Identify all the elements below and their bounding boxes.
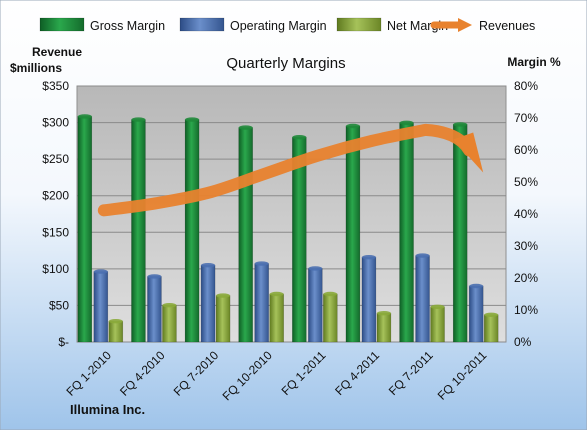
left-tick-label: $300 <box>42 116 69 130</box>
gross-margin-bar <box>77 116 93 343</box>
operating-margin-bar-cap <box>254 261 269 266</box>
gross-margin-bar <box>452 124 468 343</box>
operating-margin-bar <box>93 271 109 343</box>
revenues-legend-arrowhead <box>458 18 472 32</box>
operating-margin-bar-cap <box>415 253 430 258</box>
gross-margin-bar <box>238 127 253 343</box>
operating-margin-bar <box>200 264 216 343</box>
right-tick-label: 30% <box>514 239 538 253</box>
right-tick-label: 0% <box>514 335 532 349</box>
gross-margin-bar-cap <box>292 135 307 140</box>
net-margin-bar-cap <box>108 319 123 324</box>
operating-margin-bar <box>308 268 323 343</box>
operating-margin-bar <box>254 263 269 343</box>
right-tick-label: 60% <box>514 143 538 157</box>
gross-margin-bar-cap <box>399 120 414 126</box>
net-margin-bar <box>376 312 392 343</box>
net-margin-bar <box>108 320 124 343</box>
gross-margin-bar-cap <box>131 117 146 122</box>
gross-margin-bar-cap <box>345 123 360 129</box>
operating-margin-legend-label: Operating Margin <box>230 19 327 33</box>
operating-margin-bar <box>361 256 377 343</box>
net-margin-bar-cap <box>269 291 284 297</box>
operating-margin-bar <box>468 285 484 343</box>
left-axis-label-line2: $millions <box>10 61 62 75</box>
gross-margin-bar-cap <box>185 117 200 122</box>
left-tick-label: $150 <box>42 225 69 239</box>
legend: Gross Margin Operating Margin Net Margin Re… <box>39 17 535 33</box>
gross-margin-bar <box>345 125 361 343</box>
left-tick-label: $100 <box>42 262 69 276</box>
gross-margin-bar <box>131 119 146 343</box>
revenues-legend-label: Revenues <box>479 19 535 33</box>
left-tick-label: $200 <box>42 189 69 203</box>
right-tick-label: 10% <box>514 303 538 317</box>
net-margin-bar <box>215 295 231 343</box>
gross-margin-bar <box>184 119 200 343</box>
left-axis-label-line1: Revenue <box>32 45 82 59</box>
operating-margin-bar-cap <box>201 263 216 268</box>
left-tick-label: $250 <box>42 152 69 166</box>
left-tick-label: $50 <box>49 298 69 312</box>
gross-margin-bar-cap <box>453 122 468 127</box>
gross-margin-legend-label: Gross Margin <box>90 19 165 33</box>
right-tick-label: 80% <box>514 79 538 93</box>
operating-margin-bar-cap <box>308 266 323 271</box>
gross-margin-legend-swatch <box>39 17 85 32</box>
right-axis-label: Margin % <box>507 55 561 69</box>
net-margin-bar-cap <box>376 311 391 316</box>
right-tick-label: 40% <box>514 207 538 221</box>
net-margin-bar-cap <box>216 293 231 298</box>
left-tick-label: $- <box>58 335 69 349</box>
chart-title: Quarterly Margins <box>226 55 345 72</box>
operating-margin-bar-cap <box>147 274 162 279</box>
operating-margin-bar-cap <box>361 255 376 260</box>
gross-margin-bar-cap <box>77 114 92 119</box>
net-margin-bar-cap <box>484 312 499 317</box>
revenues-arrow-line <box>97 123 476 217</box>
net-margin-bar <box>323 293 338 343</box>
left-tick-label: $350 <box>42 79 69 93</box>
right-tick-label: 20% <box>514 271 538 285</box>
net-margin-bar-cap <box>323 291 338 297</box>
net-margin-bar <box>162 304 177 343</box>
operating-margin-bar <box>415 255 430 343</box>
operating-margin-bar-cap <box>469 283 484 289</box>
net-margin-bar <box>269 293 284 343</box>
right-tick-label: 50% <box>514 175 538 189</box>
net-margin-bar <box>430 306 445 343</box>
net-margin-bar-cap <box>162 303 177 308</box>
operating-margin-bar <box>147 276 162 343</box>
net-margin-legend-swatch <box>336 17 382 32</box>
gross-margin-bar-cap <box>238 125 253 130</box>
operating-margin-bar-cap <box>93 269 108 274</box>
gross-margin-bar <box>399 122 414 343</box>
company-label: Illumina Inc. <box>70 402 145 417</box>
operating-margin-legend-swatch <box>179 17 225 32</box>
net-margin-bar-cap <box>430 304 445 309</box>
revenues-arrow-head <box>453 132 484 173</box>
net-margin-bar <box>483 314 499 343</box>
right-tick-label: 70% <box>514 111 538 125</box>
